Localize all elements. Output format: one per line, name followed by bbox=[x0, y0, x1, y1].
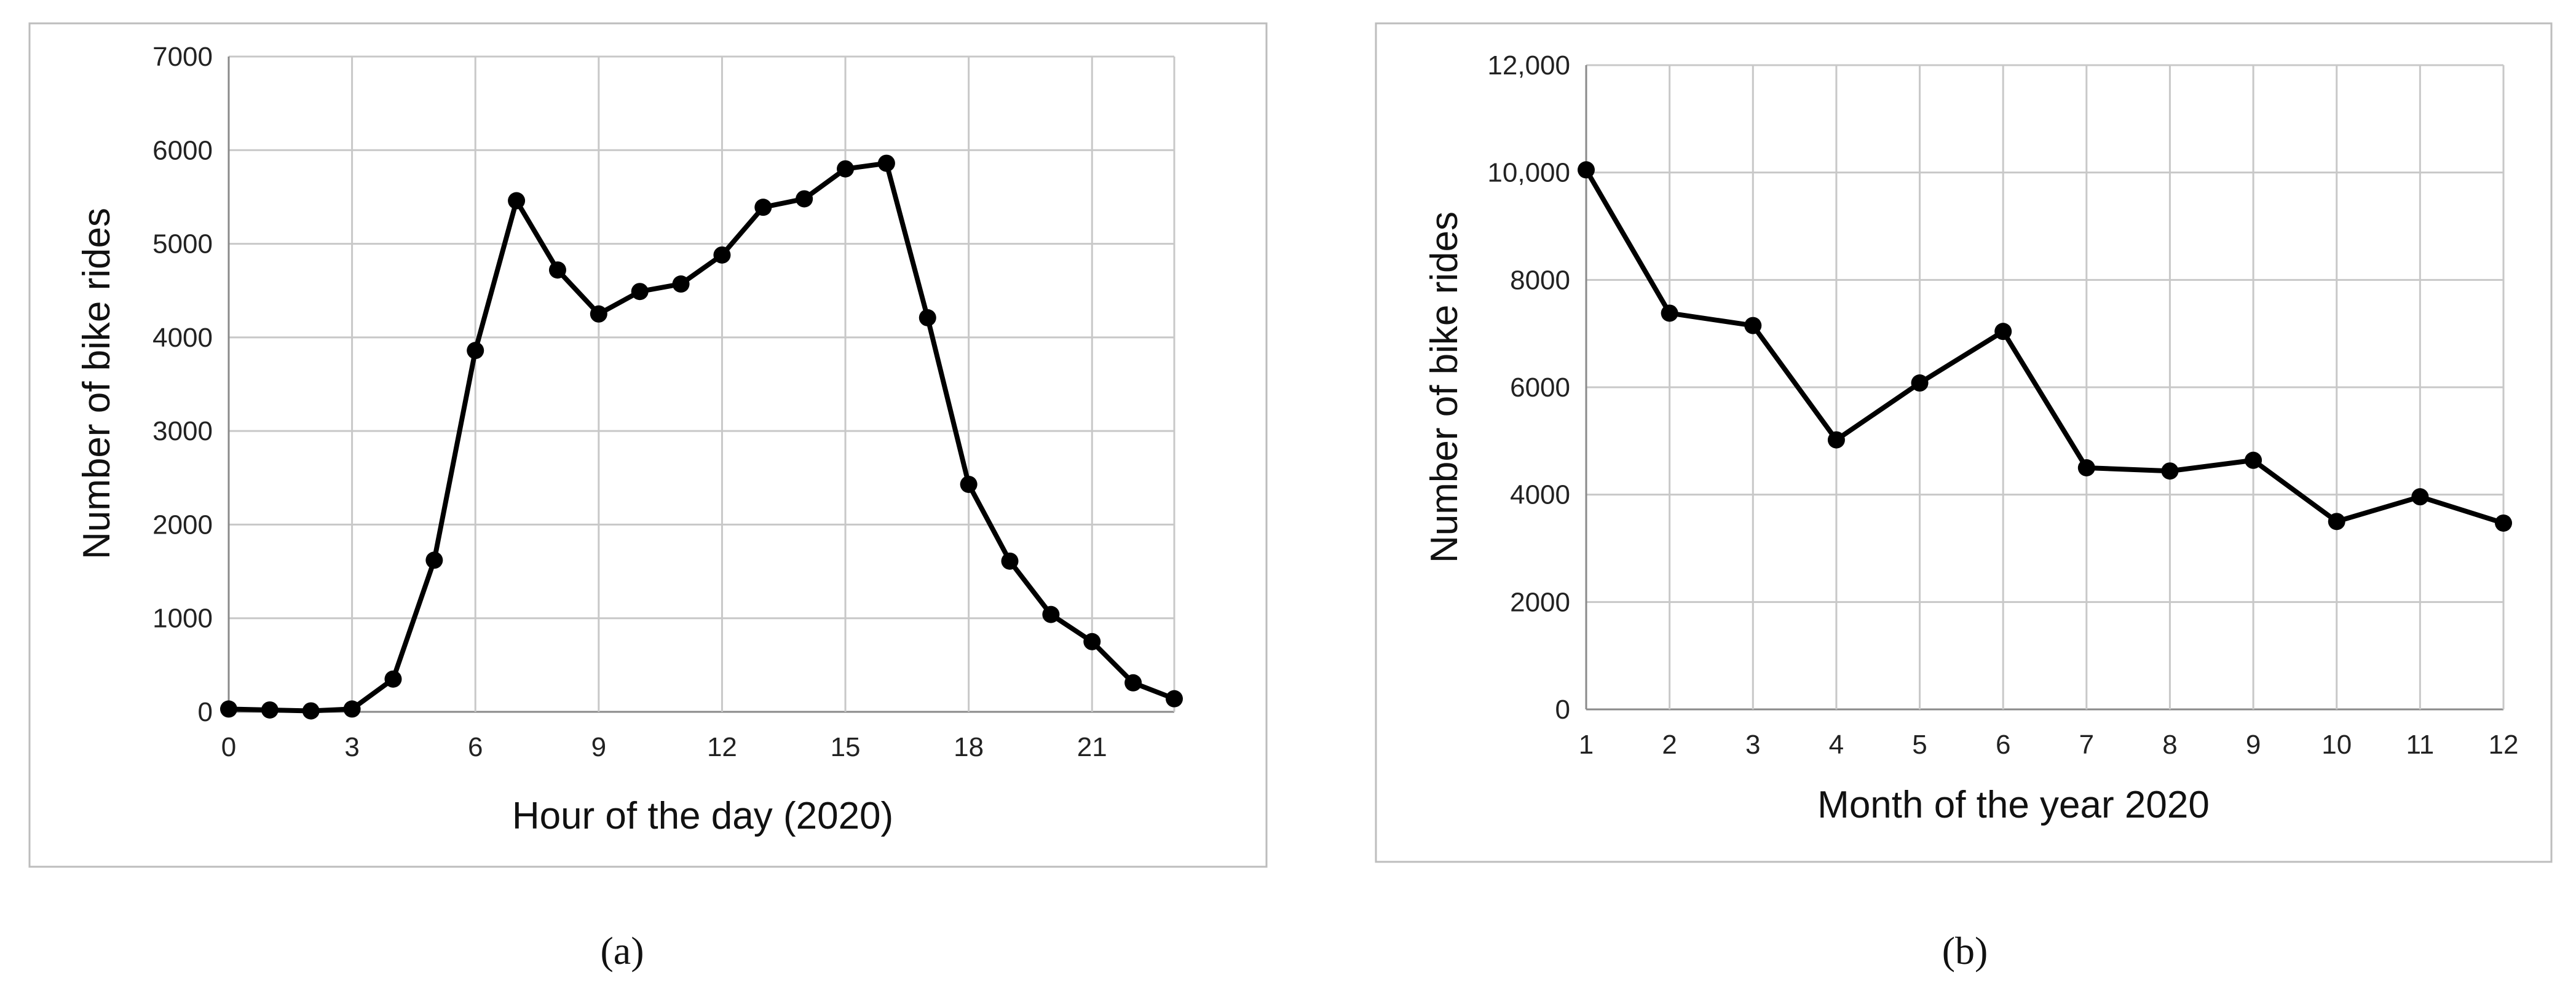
x-tick-label-b-11: 12 bbox=[2489, 730, 2519, 760]
data-point-b-6 bbox=[2077, 459, 2095, 476]
y-tick-label-b-6: 12,000 bbox=[1487, 50, 1570, 81]
x-tick-label-b-3: 4 bbox=[1829, 730, 1844, 760]
x-tick-label-a-6: 18 bbox=[954, 732, 984, 762]
chart-frame-a bbox=[28, 22, 1268, 868]
y-tick-label-a-1: 1000 bbox=[152, 604, 213, 634]
panel-label-b: (b) bbox=[1942, 929, 1988, 972]
y-tick-label-b-5: 10,000 bbox=[1487, 158, 1570, 188]
data-point-a-12 bbox=[713, 246, 731, 264]
y-tick-label-b-4: 8000 bbox=[1510, 265, 1570, 295]
data-point-a-22 bbox=[1124, 674, 1142, 692]
data-point-b-1 bbox=[1661, 304, 1678, 322]
data-point-a-19 bbox=[1001, 552, 1019, 570]
panel-label-a: (a) bbox=[600, 929, 644, 972]
data-point-a-7 bbox=[508, 192, 526, 210]
data-point-b-2 bbox=[1744, 317, 1762, 334]
y-tick-label-a-6: 6000 bbox=[152, 135, 213, 165]
data-point-a-20 bbox=[1042, 605, 1060, 623]
data-point-b-7 bbox=[2161, 462, 2179, 480]
y-tick-label-a-4: 4000 bbox=[152, 323, 213, 353]
chart-frame-b bbox=[1375, 22, 2553, 863]
x-tick-label-b-5: 6 bbox=[1996, 730, 2010, 760]
y-tick-labels-b: 0 2000 4000 6000 8000 10,000 12,000 bbox=[1487, 50, 1570, 725]
data-point-a-10 bbox=[631, 283, 649, 301]
y-tick-label-a-2: 2000 bbox=[152, 510, 213, 540]
data-point-b-11 bbox=[2495, 514, 2512, 532]
data-point-b-10 bbox=[2411, 488, 2429, 506]
x-tick-label-b-2: 3 bbox=[1745, 730, 1760, 760]
data-point-a-0 bbox=[220, 700, 237, 718]
data-point-a-21 bbox=[1083, 633, 1101, 650]
y-tick-label-b-1: 2000 bbox=[1510, 587, 1570, 617]
x-tick-label-a-4: 12 bbox=[707, 732, 737, 762]
y-tick-label-b-0: 0 bbox=[1555, 695, 1570, 725]
plot-area-b: 1 2 3 4 5 6 7 8 9 10 11 12 0200040006000800010,0001… bbox=[1487, 50, 2518, 760]
y-tick-label-a-5: 5000 bbox=[152, 229, 213, 259]
y-tick-label-a-3: 3000 bbox=[152, 416, 213, 446]
data-point-b-8 bbox=[2245, 451, 2262, 469]
y-tick-label-a-0: 0 bbox=[198, 697, 213, 727]
x-tick-label-b-9: 10 bbox=[2321, 730, 2352, 760]
y-tick-labels-a: 0 1000 2000 3000 4000 5000 6000 7000 bbox=[152, 42, 213, 727]
x-tick-label-a-2: 6 bbox=[468, 732, 483, 762]
chart-panel-a: 0 3 6 9 12 15 18 21 0 1000 2000 3000 4000 5000 6000 70… bbox=[28, 22, 1268, 868]
data-point-b-5 bbox=[1994, 323, 2012, 341]
data-point-b-3 bbox=[1827, 431, 1845, 449]
series-a bbox=[220, 154, 1183, 720]
x-tick-label-b-7: 8 bbox=[2162, 730, 2177, 760]
x-tick-label-b-6: 7 bbox=[2079, 730, 2094, 760]
data-point-a-2 bbox=[302, 702, 320, 720]
data-point-a-5 bbox=[425, 551, 443, 569]
y-tick-label-b-3: 6000 bbox=[1510, 373, 1570, 403]
data-point-a-16 bbox=[877, 154, 895, 172]
data-point-a-23 bbox=[1166, 690, 1183, 708]
x-tick-label-a-7: 21 bbox=[1077, 732, 1107, 762]
x-tick-label-a-3: 9 bbox=[591, 732, 606, 762]
data-point-a-18 bbox=[960, 475, 978, 493]
series-b bbox=[1578, 161, 2512, 532]
y-tick-label-a-7: 7000 bbox=[152, 42, 213, 72]
x-axis-title-a: Hour of the day (2020) bbox=[512, 795, 893, 837]
x-tick-labels-b: 1 2 3 4 5 6 7 8 9 10 11 12 bbox=[1579, 730, 2519, 760]
plot-area-a: 0 3 6 9 12 15 18 21 0 1000 2000 3000 4000 5000 6000 70… bbox=[152, 42, 1183, 762]
y-axis-title-b: Number of bike rides bbox=[1423, 211, 1466, 563]
series-line-b-0 bbox=[1584, 167, 2506, 526]
x-tick-label-a-1: 3 bbox=[344, 732, 359, 762]
x-tick-label-b-0: 1 bbox=[1579, 730, 1594, 760]
data-point-a-11 bbox=[672, 275, 690, 293]
grid-b bbox=[1585, 64, 2505, 711]
x-tick-label-a-0: 0 bbox=[221, 732, 236, 762]
data-point-b-9 bbox=[2328, 513, 2345, 530]
data-point-a-8 bbox=[548, 261, 566, 279]
data-point-a-9 bbox=[590, 305, 607, 323]
data-point-b-0 bbox=[1578, 161, 1595, 179]
data-point-a-13 bbox=[754, 199, 772, 216]
x-tick-label-b-1: 2 bbox=[1662, 730, 1677, 760]
y-tick-label-b-2: 4000 bbox=[1510, 480, 1570, 510]
data-point-a-3 bbox=[343, 700, 361, 718]
data-point-a-14 bbox=[796, 190, 813, 208]
data-point-a-6 bbox=[467, 342, 484, 360]
x-tick-label-b-4: 5 bbox=[1912, 730, 1927, 760]
data-point-a-4 bbox=[384, 670, 402, 688]
x-tick-label-b-8: 9 bbox=[2246, 730, 2261, 760]
data-point-a-17 bbox=[919, 309, 936, 326]
data-point-a-1 bbox=[261, 701, 279, 719]
x-tick-label-a-5: 15 bbox=[831, 732, 861, 762]
data-point-a-15 bbox=[837, 160, 855, 178]
x-axis-title-b: Month of the year 2020 bbox=[1817, 784, 2210, 826]
x-tick-labels-a: 0 3 6 9 12 15 18 21 bbox=[221, 732, 1107, 762]
chart-panel-b: 1 2 3 4 5 6 7 8 9 10 11 12 0200040006000800010,0001… bbox=[1375, 22, 2553, 863]
data-point-b-4 bbox=[1911, 374, 1929, 392]
y-axis-title-a: Number of bike rides bbox=[76, 208, 118, 559]
x-tick-label-b-10: 11 bbox=[2406, 730, 2435, 760]
